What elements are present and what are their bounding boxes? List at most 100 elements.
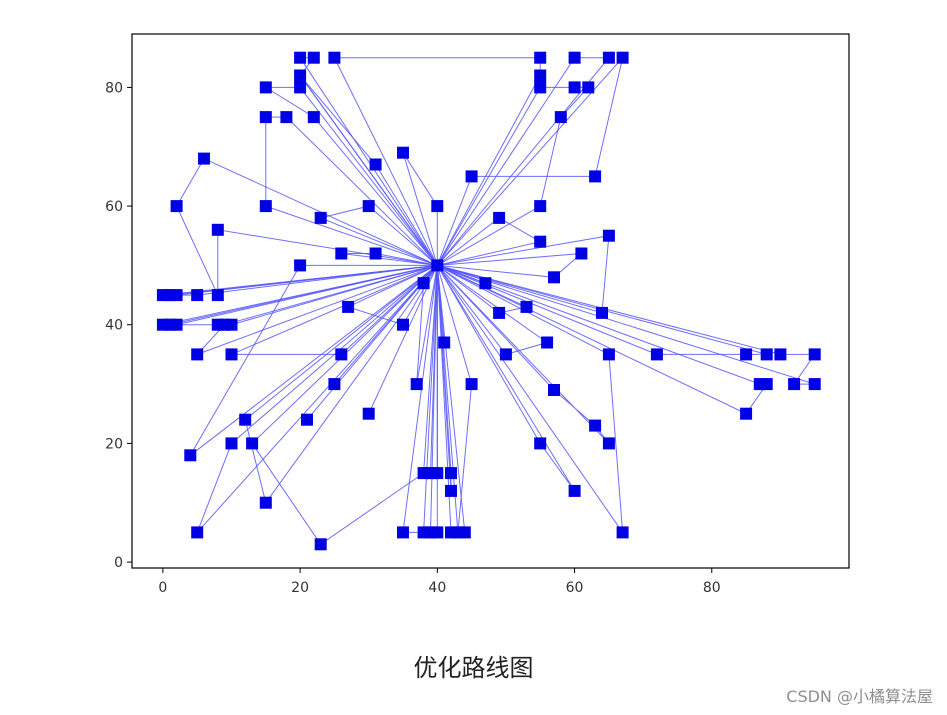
route-line-20 xyxy=(346,264,438,326)
city-marker xyxy=(788,378,801,391)
route-lines xyxy=(162,57,816,545)
city-marker xyxy=(225,348,238,361)
route-line-19 xyxy=(189,264,438,456)
city-marker xyxy=(211,223,224,236)
city-marker xyxy=(211,289,224,302)
city-marker xyxy=(568,81,581,94)
city-marker xyxy=(218,318,231,331)
route-line-30 xyxy=(436,265,452,491)
city-marker xyxy=(602,437,615,450)
city-marker xyxy=(589,419,602,432)
city-marker xyxy=(493,306,506,319)
city-marker xyxy=(397,146,409,159)
city-marker xyxy=(328,378,341,391)
city-marker xyxy=(259,81,272,94)
city-marker xyxy=(534,69,547,82)
city-marker xyxy=(431,200,444,213)
city-marker xyxy=(534,200,547,213)
city-marker xyxy=(397,526,409,539)
city-marker xyxy=(417,277,430,290)
city-marker xyxy=(534,235,547,248)
city-marker xyxy=(294,259,307,272)
city-marker xyxy=(589,170,602,183)
city-marker xyxy=(307,51,320,64)
city-marker xyxy=(520,300,533,313)
city-marker xyxy=(431,526,444,539)
city-marker xyxy=(465,378,478,391)
city-marker xyxy=(225,437,238,450)
city-marker xyxy=(602,229,615,242)
city-marker xyxy=(808,378,821,391)
city-marker xyxy=(362,200,375,213)
city-marker xyxy=(479,277,492,290)
city-marker xyxy=(335,247,348,260)
city-marker xyxy=(163,318,176,331)
city-marker xyxy=(259,496,272,509)
city-marker xyxy=(445,467,457,480)
city-marker xyxy=(307,111,320,124)
city-marker xyxy=(602,348,615,361)
route-line-40 xyxy=(436,264,549,355)
route-line-41 xyxy=(436,265,576,492)
city-marker xyxy=(259,111,272,124)
city-marker xyxy=(170,200,183,213)
city-marker xyxy=(596,306,608,319)
city-marker xyxy=(417,526,430,539)
city-marker xyxy=(602,51,615,64)
city-marker xyxy=(548,271,560,284)
route-line-18 xyxy=(341,253,438,266)
city-marker xyxy=(493,211,506,224)
route-line-10 xyxy=(319,205,438,266)
city-marker xyxy=(184,449,197,462)
city-marker xyxy=(294,51,307,64)
city-marker xyxy=(410,378,423,391)
city-marker xyxy=(465,170,478,183)
x-tick-label: 40 xyxy=(428,580,446,596)
city-marker xyxy=(760,378,773,391)
city-marker xyxy=(314,538,327,551)
city-marker xyxy=(342,300,355,313)
watermark: CSDN @小橘算法屋 xyxy=(786,687,933,706)
city-marker xyxy=(568,51,581,64)
city-marker xyxy=(451,526,464,539)
city-marker xyxy=(259,200,272,213)
route-line-15 xyxy=(169,264,438,326)
plot-frame xyxy=(131,33,850,569)
city-marker xyxy=(575,247,588,260)
route-line-13 xyxy=(169,264,438,296)
city-marker xyxy=(301,413,313,426)
city-marker xyxy=(445,484,457,497)
route-line-36 xyxy=(436,217,542,266)
x-tick-label: 60 xyxy=(566,580,584,596)
city-marker xyxy=(774,348,787,361)
city-marker xyxy=(534,437,547,450)
city-marker xyxy=(431,467,444,480)
city-marker xyxy=(740,348,753,361)
city-marker xyxy=(808,348,821,361)
route-plot: 0 20 40 60 80 0 20 40 60 80 xyxy=(105,33,850,596)
route-line-27 xyxy=(196,265,438,533)
city-marker xyxy=(499,348,512,361)
city-marker xyxy=(239,413,252,426)
city-marker xyxy=(554,111,567,124)
route-line-34 xyxy=(436,265,473,533)
y-tick-label: 20 xyxy=(105,436,123,452)
y-tick-label: 40 xyxy=(105,318,123,334)
city-marker xyxy=(294,81,307,94)
route-line-17 xyxy=(231,264,438,355)
route-line-39 xyxy=(437,235,610,314)
city-marker xyxy=(294,69,307,82)
city-marker xyxy=(431,259,444,272)
route-line-8 xyxy=(402,152,438,266)
city-marker xyxy=(438,336,451,349)
city-marker xyxy=(314,211,327,224)
route-line-45 xyxy=(437,264,816,385)
x-tick-label: 20 xyxy=(291,580,309,596)
city-marker xyxy=(369,247,382,260)
city-markers xyxy=(156,51,821,551)
figure-caption: 优化路线图 xyxy=(413,654,534,682)
route-line-11 xyxy=(176,157,438,296)
city-marker xyxy=(335,348,348,361)
y-tick-label: 0 xyxy=(114,555,123,571)
city-marker xyxy=(328,51,341,64)
